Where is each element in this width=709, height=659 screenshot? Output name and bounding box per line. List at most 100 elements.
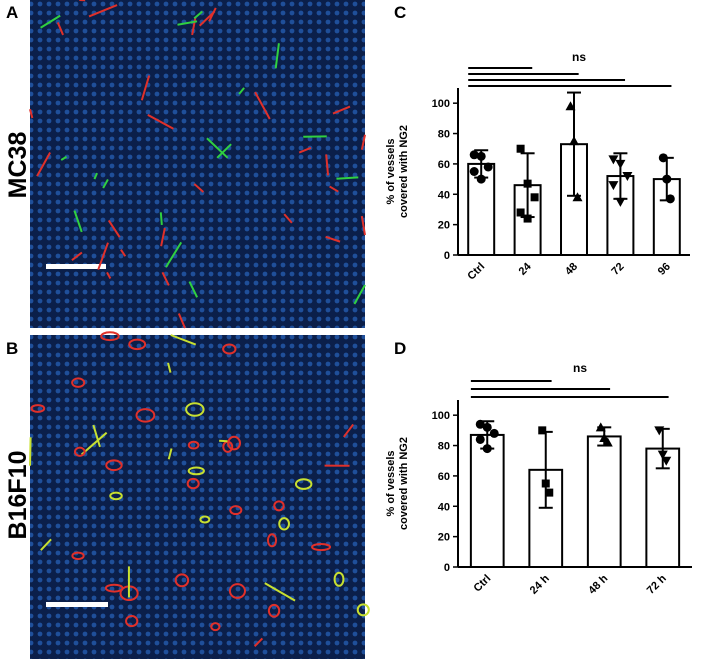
- vessel: [329, 185, 339, 193]
- y-axis-label-line: % of vessels: [385, 138, 397, 204]
- vessel: [40, 14, 61, 29]
- vessel: [222, 440, 234, 453]
- vessel: [80, 431, 108, 456]
- data-point: [615, 197, 626, 207]
- data-point: [615, 159, 626, 169]
- data-point: [516, 144, 525, 153]
- vessel: [174, 573, 190, 588]
- vessel: [71, 377, 86, 388]
- vessel: [333, 571, 345, 587]
- data-point: [622, 172, 633, 182]
- vessel: [71, 551, 85, 561]
- data-point: [602, 437, 613, 447]
- vessel: [102, 178, 109, 189]
- vessel: [266, 533, 278, 548]
- x-tick-label: Ctrl: [465, 261, 487, 283]
- bar: [469, 433, 505, 568]
- vessel: [188, 281, 199, 298]
- data-point: [482, 444, 492, 454]
- vessel: [208, 7, 217, 22]
- vessel: [273, 500, 285, 512]
- vessel: [73, 210, 83, 233]
- vessel: [186, 477, 200, 490]
- data-point: [661, 456, 672, 466]
- vessel: [210, 622, 221, 632]
- vessel: [219, 439, 228, 443]
- image-b: [30, 335, 365, 659]
- vessel: [193, 183, 205, 193]
- data-point: [608, 181, 619, 191]
- vessel: [222, 343, 237, 355]
- vessel: [228, 583, 246, 599]
- vessel: [278, 517, 290, 531]
- y-tick-label: 20: [438, 532, 450, 544]
- vessel: [283, 213, 293, 224]
- x-tick-label: 24: [517, 260, 535, 278]
- data-point: [476, 174, 486, 184]
- panel-label: D: [394, 339, 406, 358]
- vessel: [294, 478, 313, 490]
- vessel: [105, 459, 123, 472]
- vessel: [97, 242, 109, 271]
- y-tick-label: 40: [438, 501, 450, 513]
- x-tick-label: 72: [609, 261, 626, 278]
- data-point: [516, 208, 525, 217]
- data-point: [569, 136, 579, 146]
- vessel: [170, 334, 197, 346]
- vessel: [56, 22, 64, 36]
- vessel: [353, 284, 366, 305]
- vessel: [360, 134, 366, 150]
- vessel: [167, 448, 173, 460]
- data-point: [489, 428, 499, 438]
- data-point: [541, 479, 550, 488]
- vessel: [191, 16, 197, 36]
- data-point: [475, 434, 485, 444]
- vessel: [193, 10, 203, 20]
- vessel: [360, 215, 366, 236]
- data-point: [662, 174, 672, 184]
- vessel: [199, 515, 211, 524]
- vessel: [29, 437, 32, 466]
- vessel: [140, 75, 151, 101]
- vessel: [343, 423, 354, 438]
- vessel: [100, 331, 120, 342]
- vessel: [267, 603, 281, 618]
- panel-label: C: [394, 3, 406, 22]
- data-point: [665, 194, 675, 204]
- y-tick-label: 60: [438, 159, 450, 171]
- annotation: ns: [573, 361, 587, 375]
- vessel: [264, 582, 296, 602]
- y-axis-label-line: % of vessels: [385, 450, 397, 516]
- vessel: [30, 404, 46, 413]
- vessel: [125, 615, 139, 628]
- vessel: [107, 219, 121, 238]
- y-tick-label: 100: [432, 98, 450, 110]
- data-point: [530, 193, 539, 202]
- vessel: [135, 408, 156, 423]
- image-title: B16F10: [4, 451, 32, 540]
- y-tick-label: 40: [438, 189, 450, 201]
- data-point: [545, 488, 554, 497]
- bar: [586, 435, 622, 568]
- y-tick-label: 0: [444, 562, 450, 574]
- x-tick-label: 24 h: [528, 572, 552, 596]
- y-tick-label: 80: [438, 441, 450, 453]
- data-point: [523, 179, 532, 188]
- data-point: [482, 422, 492, 432]
- vessel: [185, 402, 205, 417]
- vessel: [147, 113, 174, 130]
- panel-label: A: [6, 3, 18, 22]
- data-point: [572, 192, 583, 202]
- y-tick-label: 20: [438, 220, 450, 232]
- data-point: [657, 450, 668, 460]
- data-point: [538, 426, 547, 435]
- vessel: [159, 212, 163, 226]
- data-point: [483, 162, 493, 172]
- y-tick-label: 100: [432, 410, 450, 422]
- vessel: [332, 105, 351, 115]
- vessel: [88, 4, 118, 18]
- image-features: [29, 0, 370, 648]
- x-tick-label: 48 h: [586, 572, 610, 596]
- vessel: [29, 109, 34, 119]
